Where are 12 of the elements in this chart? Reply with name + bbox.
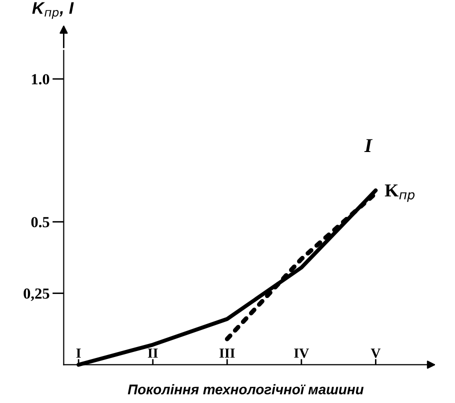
y-tick-label: 0,25 xyxy=(24,288,50,301)
x-axis-title: Покоління технологічної машини xyxy=(128,384,364,394)
x-tick-label: V xyxy=(370,348,381,358)
x-tick-label: I xyxy=(76,348,81,358)
x-tick-label: III xyxy=(219,348,235,358)
series-label: K$_{пр}$ xyxy=(384,184,415,202)
series-label: I xyxy=(364,139,373,152)
y-axis-title: K$_{пр}$, I xyxy=(32,2,74,19)
x-tick-label: II xyxy=(148,348,158,358)
y-tick-label: 0.5 xyxy=(31,216,50,228)
x-tick-label: IV xyxy=(294,348,309,358)
y-tick-label: 1.0 xyxy=(32,74,50,84)
